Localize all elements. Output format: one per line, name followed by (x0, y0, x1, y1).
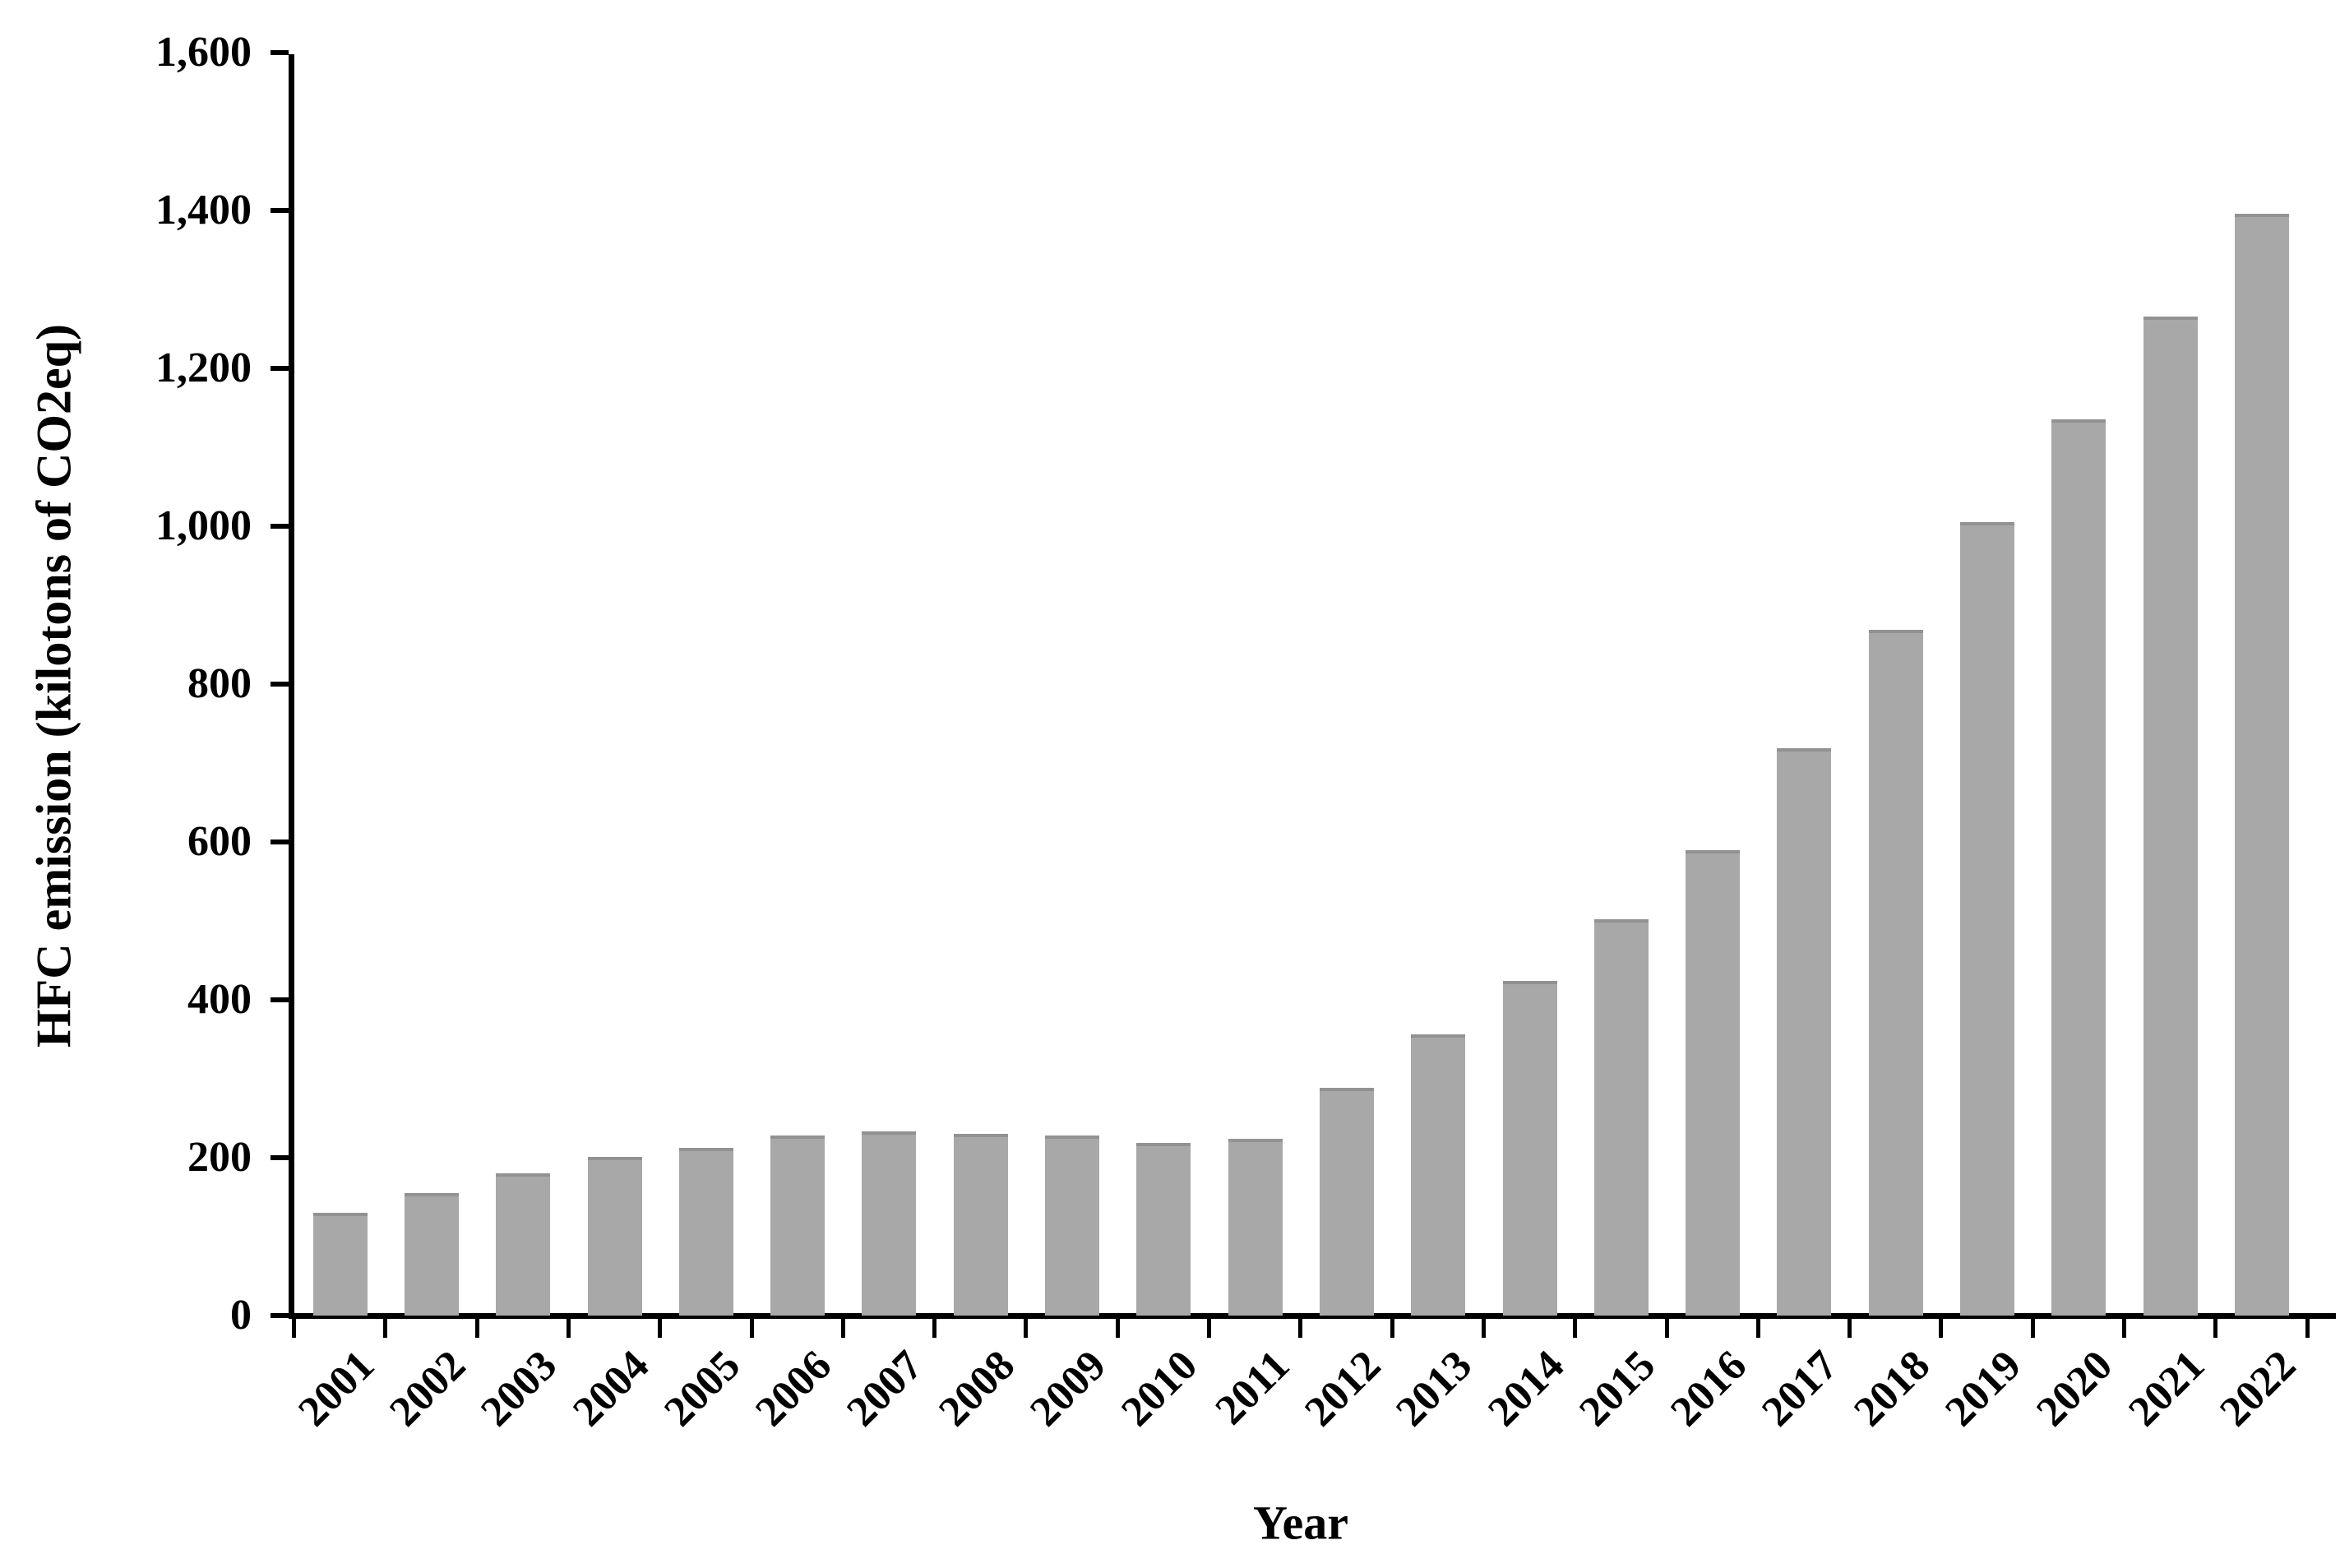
x-tick-label: 2021 (2119, 1341, 2213, 1436)
y-tick-label: 800 (187, 660, 252, 707)
x-tick-label: 2022 (2211, 1341, 2305, 1436)
y-tick-label: 600 (187, 818, 252, 865)
x-axis-title: Year (1253, 1496, 1348, 1550)
x-tick-label: 2011 (1206, 1341, 1298, 1434)
bar (2143, 317, 2198, 1316)
bar (2235, 214, 2289, 1316)
x-tick-mark (750, 1313, 754, 1338)
bar (1594, 919, 1649, 1316)
bar (1960, 522, 2014, 1316)
x-tick-mark (1847, 1313, 1852, 1338)
x-tick-mark (1665, 1313, 1669, 1338)
x-tick-label: 2006 (747, 1341, 841, 1436)
y-tick-mark (271, 366, 289, 371)
y-tick-mark (271, 840, 289, 844)
bar (405, 1193, 459, 1316)
bar (1045, 1136, 1099, 1316)
x-tick-mark (841, 1313, 845, 1338)
x-tick-mark (1482, 1313, 1486, 1338)
y-tick-mark (271, 50, 289, 55)
y-tick-label: 200 (187, 1134, 252, 1181)
x-tick-mark (1024, 1313, 1028, 1338)
bar (1136, 1143, 1191, 1316)
x-tick-mark (658, 1313, 662, 1338)
x-tick-label: 2003 (472, 1341, 567, 1436)
x-tick-label: 2010 (1112, 1341, 1207, 1436)
y-tick-label: 0 (230, 1292, 252, 1339)
x-tick-mark (1756, 1313, 1760, 1338)
x-tick-label: 2009 (1021, 1341, 1116, 1436)
bar (1686, 850, 1740, 1316)
y-tick-label: 1,000 (155, 502, 252, 549)
y-tick-mark (271, 1155, 289, 1160)
x-tick-label: 2004 (563, 1341, 658, 1436)
x-axis-line (289, 1313, 2336, 1319)
x-tick-label: 2007 (838, 1341, 932, 1436)
x-tick-label: 2015 (1570, 1341, 1665, 1436)
x-tick-mark (1298, 1313, 1302, 1338)
y-tick-mark (271, 524, 289, 529)
x-tick-mark (1207, 1313, 1211, 1338)
x-tick-label: 2005 (655, 1341, 750, 1436)
x-tick-mark (1573, 1313, 1577, 1338)
bar (496, 1173, 550, 1316)
bar (1320, 1088, 1374, 1316)
y-axis-line (289, 54, 294, 1319)
x-tick-mark (2305, 1313, 2310, 1338)
y-tick-mark (271, 208, 289, 213)
x-tick-mark (292, 1313, 296, 1338)
x-tick-label: 2017 (1753, 1341, 1847, 1436)
x-tick-label: 2013 (1387, 1341, 1482, 1436)
y-tick-label: 1,400 (155, 187, 252, 234)
x-tick-mark (2122, 1313, 2126, 1338)
x-tick-label: 2019 (1936, 1341, 2031, 1436)
x-tick-label: 2002 (381, 1341, 475, 1436)
x-tick-mark (2213, 1313, 2217, 1338)
bar (1411, 1034, 1465, 1316)
x-tick-mark (475, 1313, 479, 1338)
x-tick-label: 2016 (1662, 1341, 1756, 1436)
x-tick-mark (383, 1313, 387, 1338)
bar (1777, 748, 1831, 1316)
y-tick-mark (271, 682, 289, 687)
x-tick-mark (932, 1313, 936, 1338)
bar (313, 1213, 368, 1316)
bar (770, 1136, 825, 1316)
x-tick-label: 2020 (2028, 1341, 2122, 1436)
bar (588, 1157, 642, 1316)
bar (2051, 419, 2106, 1316)
x-tick-mark (1116, 1313, 1120, 1338)
y-tick-label: 400 (187, 976, 252, 1023)
y-tick-label: 1,200 (155, 345, 252, 391)
y-tick-mark (271, 997, 289, 1002)
x-tick-label: 2008 (930, 1341, 1024, 1436)
bar (862, 1131, 916, 1316)
x-tick-mark (1939, 1313, 1943, 1338)
bar (954, 1134, 1008, 1316)
x-tick-label: 2018 (1845, 1341, 1939, 1436)
y-tick-label: 1,600 (155, 29, 252, 76)
x-tick-mark (2031, 1313, 2035, 1338)
bar (679, 1148, 733, 1316)
bar (1228, 1139, 1283, 1316)
y-tick-mark (271, 1313, 289, 1318)
bar (1869, 630, 1923, 1316)
x-tick-label: 2012 (1296, 1341, 1390, 1436)
x-tick-mark (567, 1313, 571, 1338)
bar (1503, 981, 1557, 1316)
x-tick-mark (1390, 1313, 1394, 1338)
x-tick-label: 2001 (289, 1341, 383, 1436)
x-tick-label: 2014 (1478, 1341, 1573, 1436)
